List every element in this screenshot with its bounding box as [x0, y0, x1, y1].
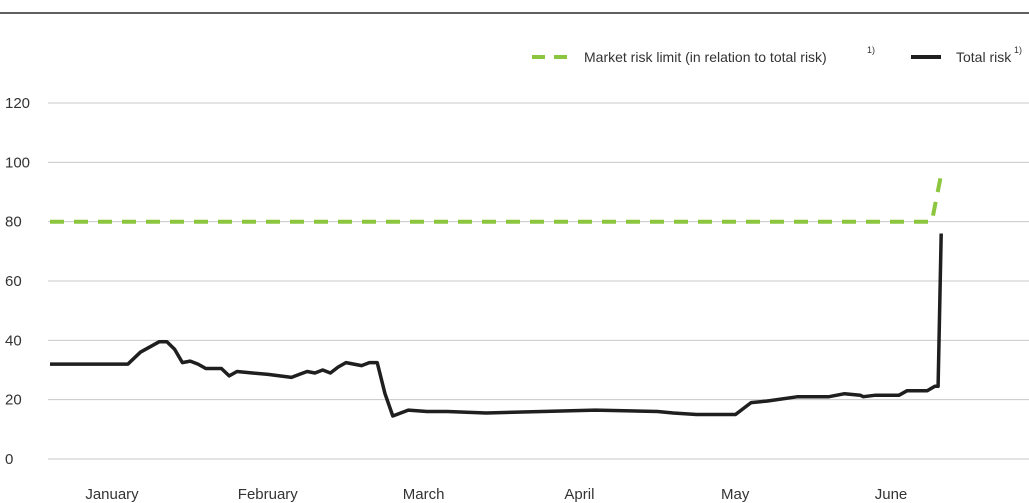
x-axis-tick-labels: January February March April May June: [85, 486, 907, 503]
series-lines: [50, 173, 944, 418]
legend-footnote-total-risk: 1): [1014, 45, 1022, 55]
y-tick-label-0: 0: [5, 451, 13, 468]
x-tick-label-january: January: [85, 486, 139, 503]
x-tick-label-march: March: [403, 486, 445, 503]
legend-label-market-risk-limit: Market risk limit (in relation to total …: [584, 49, 827, 65]
y-tick-label-20: 20: [5, 392, 22, 409]
y-tick-label-100: 100: [5, 154, 30, 171]
x-tick-label-february: February: [238, 486, 299, 503]
legend-item-total-risk: Total risk 1): [911, 45, 1022, 65]
x-tick-label-june: June: [875, 486, 908, 503]
gridlines: [48, 102, 1029, 460]
legend-label-total-risk: Total risk: [956, 49, 1012, 65]
market-risk-limit-line: [50, 173, 944, 224]
x-tick-label-may: May: [721, 486, 750, 503]
legend-footnote-market-risk-limit: 1): [867, 45, 875, 55]
legend-item-market-risk-limit: Market risk limit (in relation to total …: [532, 45, 875, 65]
legend: Market risk limit (in relation to total …: [532, 45, 1022, 65]
x-tick-label-april: April: [564, 486, 594, 503]
y-axis-tick-labels: 0 20 40 60 80 100 120: [5, 95, 30, 468]
y-tick-label-80: 80: [5, 214, 22, 231]
y-tick-label-120: 120: [5, 95, 30, 112]
total-risk-line: [50, 233, 943, 418]
y-tick-label-40: 40: [5, 332, 22, 349]
y-tick-label-60: 60: [5, 273, 22, 290]
